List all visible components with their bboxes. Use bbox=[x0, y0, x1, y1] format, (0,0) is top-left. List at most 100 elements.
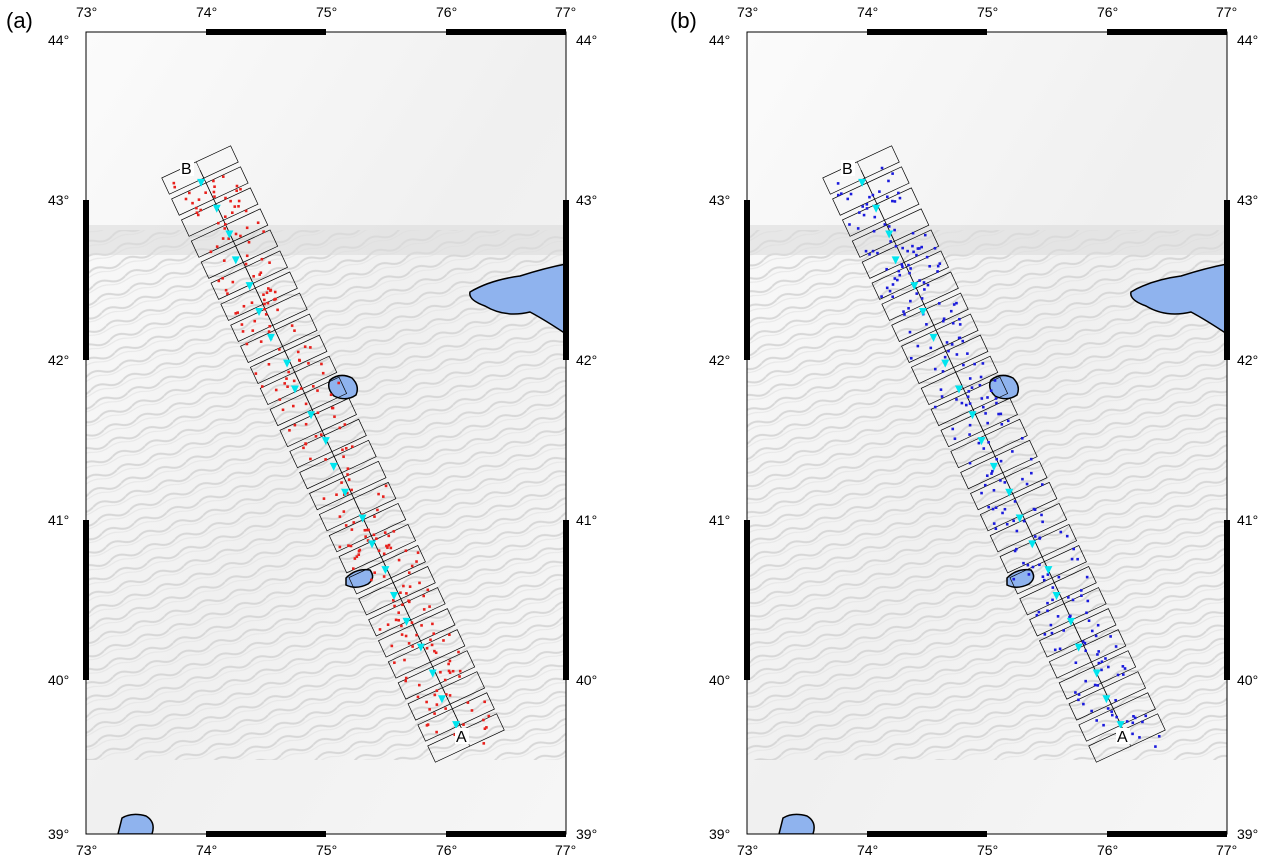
seismic-point bbox=[980, 397, 984, 400]
panel-b-label: (b) bbox=[670, 8, 697, 33]
seismic-point bbox=[435, 689, 439, 692]
seismic-point bbox=[903, 313, 906, 316]
seismic-point bbox=[1082, 702, 1085, 706]
profile-box bbox=[358, 566, 436, 616]
profile-box bbox=[309, 460, 387, 511]
seismic-point bbox=[416, 695, 420, 699]
seismic-point bbox=[933, 246, 937, 250]
seismic-point bbox=[840, 192, 843, 195]
seismic-point bbox=[215, 245, 219, 248]
profile-box bbox=[171, 166, 249, 216]
seismic-point bbox=[309, 346, 312, 349]
seismic-point bbox=[384, 484, 388, 488]
seismic-point bbox=[428, 708, 431, 711]
seismic-point bbox=[453, 733, 457, 736]
seismic-point bbox=[433, 693, 437, 697]
seismic-point bbox=[1132, 714, 1135, 718]
seismic-point bbox=[457, 650, 460, 654]
seismic-point bbox=[990, 472, 993, 475]
seismic-point bbox=[415, 633, 418, 637]
seismic-point bbox=[993, 379, 997, 382]
seismic-point bbox=[393, 661, 396, 664]
seismic-point bbox=[346, 473, 349, 476]
seismic-point bbox=[861, 205, 864, 208]
seismic-point bbox=[1051, 598, 1054, 602]
seismic-point bbox=[968, 402, 972, 405]
seismic-point bbox=[920, 297, 924, 300]
seismic-point bbox=[448, 659, 452, 663]
seismic-point bbox=[865, 203, 869, 206]
seismic-point bbox=[235, 184, 239, 188]
seismic-point bbox=[982, 447, 986, 450]
seismic-point bbox=[1096, 653, 1099, 656]
seismic-point bbox=[346, 491, 349, 495]
seismic-point bbox=[1096, 684, 1100, 687]
seismic-point bbox=[223, 215, 227, 219]
panel-a-label-b: B bbox=[181, 161, 192, 178]
seismic-point bbox=[365, 528, 369, 532]
seismic-point bbox=[321, 371, 325, 375]
panel-a-lon-tick-top-77: 77° bbox=[555, 4, 577, 20]
station-triangle bbox=[1028, 540, 1037, 549]
seismic-point bbox=[341, 448, 344, 452]
seismic-point bbox=[338, 515, 342, 518]
seismic-point bbox=[858, 211, 861, 214]
seismic-point bbox=[221, 276, 224, 280]
seismic-point bbox=[439, 670, 442, 674]
seismic-point bbox=[350, 445, 354, 448]
seismic-point bbox=[433, 649, 436, 653]
seismic-point bbox=[458, 669, 462, 673]
seismic-point bbox=[966, 352, 969, 355]
panel-b-label-a: A bbox=[1117, 729, 1128, 746]
seismic-point bbox=[1123, 667, 1127, 670]
seismic-point bbox=[196, 213, 200, 217]
seismic-point bbox=[891, 199, 894, 203]
seismic-point bbox=[244, 262, 248, 266]
seismic-point bbox=[989, 389, 993, 393]
seismic-point bbox=[986, 396, 989, 399]
seismic-point bbox=[940, 395, 944, 398]
station-triangle bbox=[329, 462, 338, 471]
seismic-point bbox=[237, 205, 240, 208]
station-triangle bbox=[977, 437, 986, 446]
seismic-point bbox=[234, 312, 238, 315]
seismic-point bbox=[191, 201, 194, 205]
station-triangle bbox=[891, 256, 900, 265]
seismic-point bbox=[943, 355, 947, 359]
seismic-point bbox=[1062, 629, 1065, 632]
seismic-point bbox=[236, 311, 239, 314]
seismic-point bbox=[871, 249, 875, 253]
seismic-point bbox=[888, 289, 892, 293]
seismic-point bbox=[217, 279, 221, 283]
station-triangle bbox=[389, 592, 398, 600]
seismic-point bbox=[420, 624, 423, 627]
seismic-point bbox=[184, 197, 188, 201]
seismic-point bbox=[1005, 522, 1009, 526]
seismic-point bbox=[329, 393, 333, 397]
panel-a-profile-boxes bbox=[161, 145, 505, 763]
seismic-point bbox=[230, 211, 234, 214]
seismic-point bbox=[836, 193, 840, 197]
seismic-point bbox=[448, 694, 452, 697]
panel-b-relief-ridges bbox=[747, 230, 1227, 760]
seismic-point bbox=[906, 249, 909, 253]
seismic-point bbox=[1087, 619, 1091, 623]
seismic-point bbox=[1131, 732, 1134, 736]
seismic-point bbox=[1025, 482, 1029, 486]
seismic-point bbox=[893, 228, 896, 232]
seismic-point bbox=[252, 274, 255, 278]
seismic-point bbox=[431, 622, 434, 626]
seismic-point bbox=[222, 259, 226, 262]
seismic-point bbox=[385, 544, 388, 548]
seismic-point bbox=[907, 263, 910, 267]
seismic-point bbox=[290, 324, 294, 327]
panel-b-map: A B bbox=[744, 29, 1230, 837]
seismic-point bbox=[338, 426, 342, 430]
seismic-point bbox=[1038, 537, 1041, 540]
station-triangle bbox=[321, 437, 330, 446]
profile-box bbox=[279, 397, 357, 448]
seismic-point bbox=[268, 261, 271, 264]
seismic-point bbox=[1094, 634, 1098, 638]
seismic-point bbox=[876, 251, 879, 255]
seismic-point bbox=[984, 412, 987, 415]
